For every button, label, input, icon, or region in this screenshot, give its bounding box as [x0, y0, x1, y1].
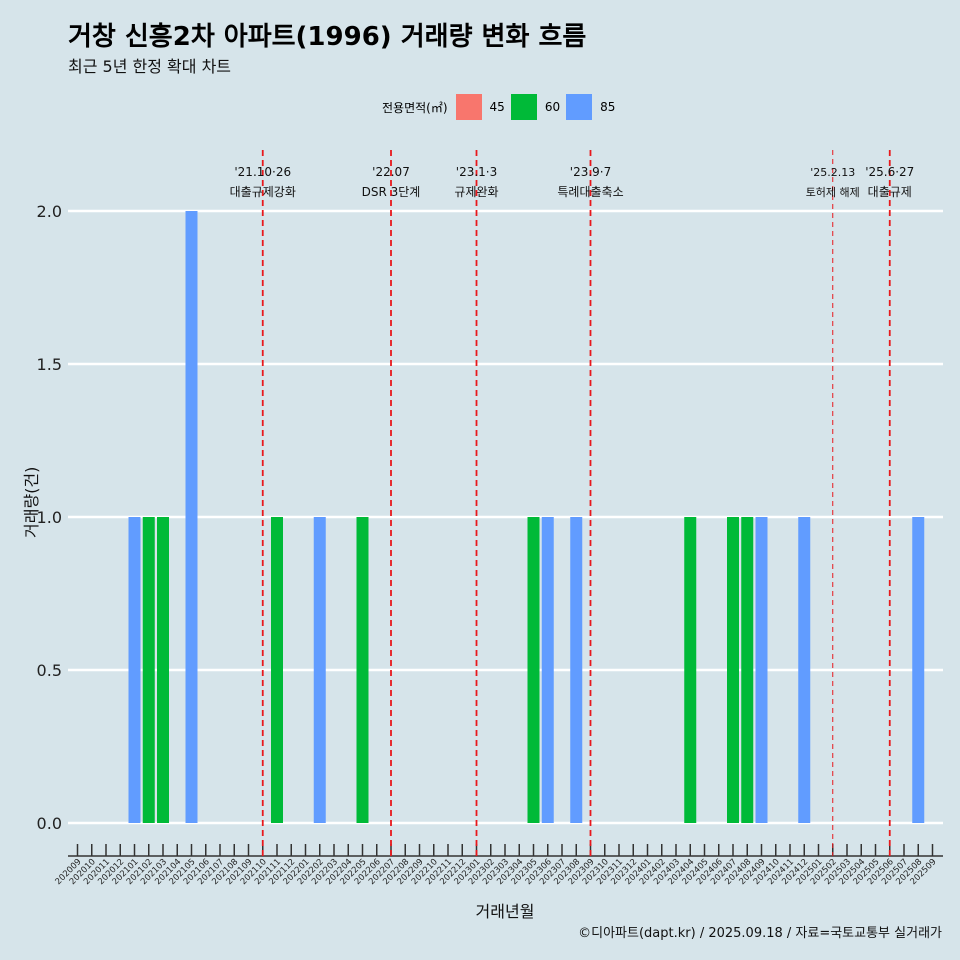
bar-202205-60 — [356, 517, 369, 823]
source-caption: ©디아파트(dapt.kr) / 2025.09.18 / 자료=국토교통부 실… — [578, 926, 942, 941]
bar-202305-60 — [527, 517, 540, 823]
legend-swatch-85 — [566, 94, 593, 120]
event-date-2: '23.1·3 — [456, 165, 497, 179]
event-date-3: '23.9·7 — [570, 165, 611, 179]
event-label-1: DSR 3단계 — [362, 185, 421, 199]
event-date-0: '21.10·26 — [234, 165, 291, 179]
bar-202103-60 — [157, 517, 169, 823]
y-tick-label: 1.0 — [37, 508, 62, 527]
event-label-2: 규제완화 — [454, 185, 498, 199]
bar-202306-85 — [541, 517, 554, 823]
legend-item-60: 60 — [510, 94, 561, 120]
bar-202412-85 — [798, 517, 811, 823]
bar-202508-85 — [912, 517, 925, 823]
legend-label-45: 45 — [489, 100, 505, 114]
legend-title: 전용면적(㎡) — [382, 100, 448, 115]
legend-label-85: 85 — [600, 100, 616, 114]
event-label-5: 대출규제 — [868, 185, 912, 199]
bar-202409-85 — [755, 517, 768, 823]
bar-202408-60 — [741, 517, 754, 823]
legend-swatch-60 — [510, 94, 537, 120]
bar-202111-60 — [271, 517, 283, 823]
y-tick-label: 1.5 — [37, 355, 62, 374]
bar-202407-60 — [727, 517, 739, 823]
legend: 전용면적(㎡) 45 60 85 — [382, 92, 621, 122]
bar-202105-85 — [185, 211, 198, 823]
legend-item-45: 45 — [455, 94, 505, 120]
y-tick-label: 2.0 — [37, 202, 62, 221]
event-label-0: 대출규제강화 — [230, 185, 296, 199]
y-tick-label: 0.5 — [37, 661, 62, 680]
event-label-3: 특례대출축소 — [557, 185, 623, 199]
bar-202102-60 — [142, 517, 155, 823]
x-axis-label: 거래년월 — [475, 902, 535, 921]
chart-title: 거창 신흥2차 아파트(1996) 거래량 변화 흐름 — [68, 22, 587, 52]
legend-label-60: 60 — [544, 100, 561, 114]
bar-202404-60 — [684, 517, 697, 823]
chart-subtitle: 최근 5년 한정 확대 차트 — [68, 57, 232, 76]
event-date-4: '25.2.13 — [810, 166, 855, 179]
legend-swatch-45 — [455, 94, 482, 120]
y-axis-label: 거래량(건) — [22, 466, 41, 538]
bar-202202-85 — [313, 517, 326, 823]
y-tick-label: 0.0 — [37, 814, 62, 833]
event-date-1: '22.07 — [372, 165, 410, 179]
legend-item-85: 85 — [566, 94, 615, 120]
event-date-5: '25.6·27 — [865, 165, 914, 179]
bar-202308-85 — [570, 517, 583, 823]
event-label-4: 토허제 해제 — [806, 185, 860, 199]
bar-202101-85 — [128, 517, 141, 823]
